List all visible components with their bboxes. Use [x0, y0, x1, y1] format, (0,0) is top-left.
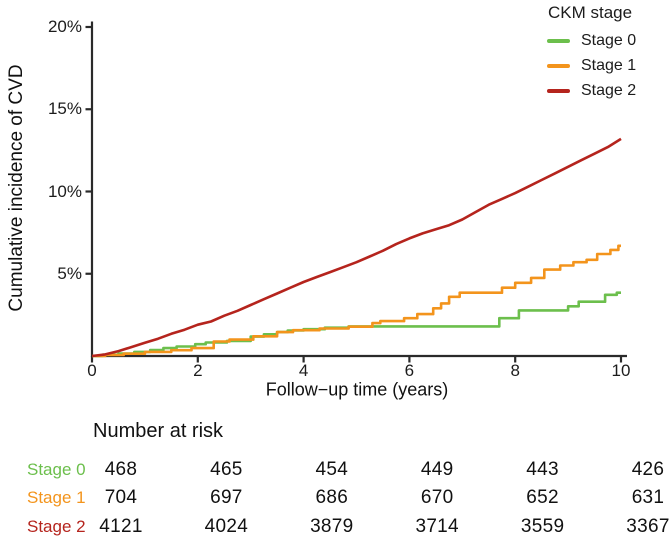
number-at-risk-title: Number at risk: [93, 420, 224, 442]
legend-label: Stage 2: [581, 81, 637, 99]
x-tick-label: 2: [193, 361, 203, 380]
risk-value: 468: [104, 459, 138, 480]
x-tick-label: 6: [404, 361, 415, 380]
legend-line-swatch-stage-2: [547, 88, 570, 93]
risk-value: 686: [315, 487, 349, 509]
risk-value: 3559: [520, 515, 565, 536]
risk-value: 4121: [99, 515, 143, 536]
legend-item-stage-2: Stage 2: [547, 78, 636, 103]
x-tick-label: 4: [298, 361, 309, 380]
legend-item-stage-1: Stage 1: [547, 53, 636, 78]
risk-value: 3879: [310, 515, 354, 536]
curve-stage-0: [92, 291, 621, 358]
risk-value: 4024: [204, 515, 249, 536]
risk-value: 3714: [415, 515, 459, 536]
legend-label: Stage 0: [581, 31, 637, 49]
risk-row-stage-0: Stage 0 468 465 454 449 443 426: [0, 458, 669, 482]
risk-value: 652: [526, 487, 559, 509]
legend-label: Stage 1: [581, 56, 637, 74]
risk-value: 443: [526, 459, 559, 480]
x-axis-title: Follow−up time (years): [265, 379, 449, 400]
risk-value: 449: [420, 459, 454, 480]
risk-row-label: Stage 2: [27, 516, 86, 536]
legend-item-stage-0: Stage 0: [547, 28, 636, 53]
risk-value: 426: [631, 459, 665, 480]
x-tick-label: 0: [87, 361, 97, 380]
risk-value: 454: [315, 459, 349, 480]
y-tick-label: 15%: [47, 99, 82, 119]
risk-row-stage-1: Stage 1 704 697 686 670 652 631: [0, 486, 669, 510]
y-tick-label: 10%: [47, 181, 82, 201]
legend-items: Stage 0 Stage 1 Stage 2: [547, 28, 636, 103]
y-tick-label: 20%: [47, 17, 82, 36]
legend-line-swatch-stage-0: [547, 38, 570, 43]
risk-row-label: Stage 1: [27, 488, 86, 508]
legend-title: CKM stage: [548, 3, 633, 22]
risk-value: 704: [104, 487, 138, 509]
legend-line-swatch-stage-1: [547, 63, 570, 68]
risk-value: 3367: [626, 515, 669, 536]
risk-value: 465: [210, 459, 243, 480]
curve-stage-2: [91, 137, 622, 358]
risk-row-stage-2: Stage 2 4121 4024 3879 3714 3559 3367: [0, 515, 669, 536]
risk-row-label: Stage 0: [27, 460, 86, 479]
risk-value: 670: [420, 487, 454, 509]
curve-stage-1: [92, 244, 621, 358]
x-tick-label: 10: [611, 361, 631, 380]
risk-value: 697: [210, 487, 243, 509]
y-tick-label: 5%: [57, 263, 82, 283]
x-tick-label: 8: [510, 361, 520, 380]
legend: CKM stage Stage 0 Stage 1 Stage 2: [547, 3, 636, 103]
risk-value: 631: [631, 487, 665, 509]
